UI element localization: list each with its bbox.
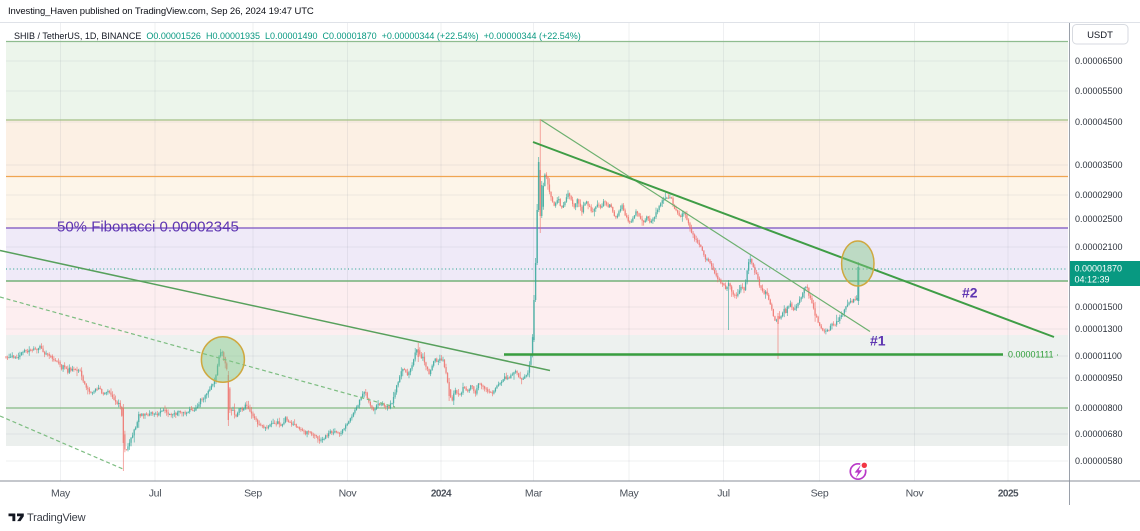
svg-text:#2: #2 [962,285,978,301]
svg-text:Nov: Nov [906,488,925,500]
svg-text:Sep: Sep [244,488,262,500]
svg-text:Sep: Sep [811,488,829,500]
svg-text:0.00000800: 0.00000800 [1075,403,1123,413]
svg-text:0.00002100: 0.00002100 [1075,242,1123,252]
svg-text:May: May [51,488,71,500]
svg-text:2025: 2025 [998,489,1019,500]
svg-text:0.00000580: 0.00000580 [1075,456,1123,466]
svg-text:0.00000680: 0.00000680 [1075,429,1123,439]
svg-text:0.00001500: 0.00001500 [1075,302,1123,312]
svg-text:Mar: Mar [525,488,543,500]
svg-text:0.00001300: 0.00001300 [1075,324,1123,334]
svg-text:0.00002900: 0.00002900 [1075,190,1123,200]
svg-text:0.00001870: 0.00001870 [1075,263,1123,273]
svg-text:Jul: Jul [717,488,730,500]
svg-text:USDT: USDT [1087,30,1113,41]
svg-text:0.00005500: 0.00005500 [1075,86,1123,96]
svg-text:Nov: Nov [339,488,358,500]
svg-text:50% Fibonacci 0.00002345: 50% Fibonacci 0.00002345 [57,219,239,236]
svg-text:2024: 2024 [431,489,452,500]
svg-text:0.00001111 ·: 0.00001111 · [1008,350,1059,360]
svg-text:0.00002500: 0.00002500 [1075,214,1123,224]
svg-text:0.00004500: 0.00004500 [1075,117,1123,127]
svg-text:0.00003500: 0.00003500 [1075,160,1123,170]
svg-text:0.00000950: 0.00000950 [1075,373,1123,383]
svg-text:0.00006500: 0.00006500 [1075,56,1123,66]
svg-text:0.00001100: 0.00001100 [1075,351,1122,361]
svg-text:#1: #1 [870,333,886,349]
svg-text:04:12:39: 04:12:39 [1075,274,1110,284]
svg-text:Jul: Jul [149,488,162,500]
svg-text:TradingView: TradingView [27,512,86,524]
svg-text:May: May [620,488,640,500]
